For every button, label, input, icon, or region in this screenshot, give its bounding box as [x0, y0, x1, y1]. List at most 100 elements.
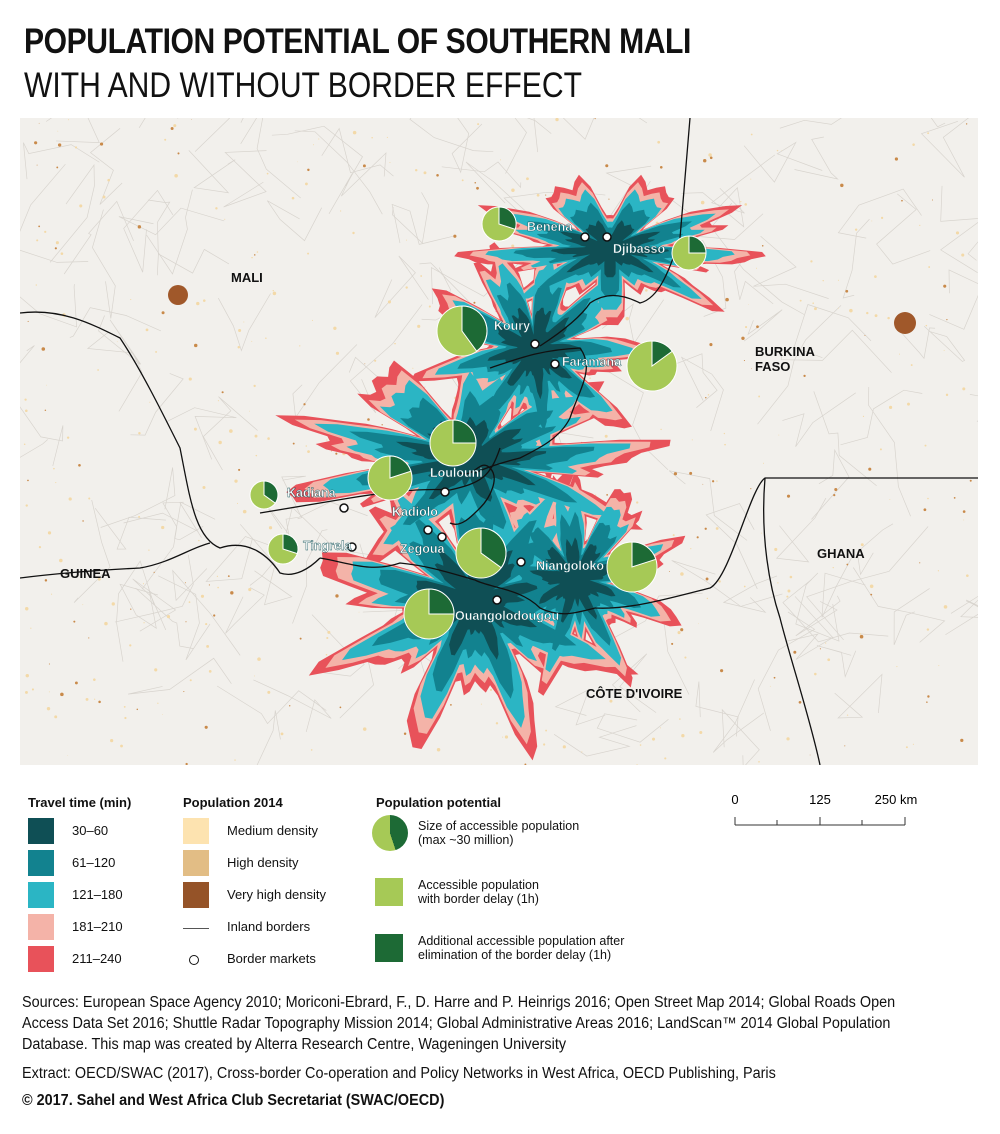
- road: [705, 503, 758, 590]
- road: [46, 118, 100, 143]
- settlement: [609, 699, 613, 703]
- settlement: [215, 207, 218, 210]
- settlement: [793, 650, 797, 654]
- settlement: [744, 203, 748, 206]
- settlement: [846, 714, 849, 716]
- settlement: [604, 434, 608, 438]
- settlement: [677, 631, 681, 635]
- settlement: [94, 698, 96, 700]
- road: [116, 560, 155, 662]
- road: [856, 523, 894, 576]
- copyright: © 2017. Sahel and West Africa Club Secre…: [22, 1092, 445, 1109]
- road: [391, 203, 453, 245]
- market-label: Kadiana: [287, 486, 337, 500]
- settlement: [325, 653, 328, 656]
- settlement: [194, 343, 198, 348]
- road: [923, 326, 966, 362]
- settlement: [88, 497, 91, 500]
- road: [780, 329, 892, 373]
- settlement: [761, 245, 764, 247]
- road: [441, 161, 522, 189]
- map: Benena Djibasso Koury Faramana Loulouni Kadia…: [20, 118, 978, 765]
- legend-title: Population 2014: [183, 795, 283, 810]
- settlement: [657, 140, 661, 144]
- settlement: [660, 428, 662, 431]
- settlement: [307, 168, 310, 172]
- settlement: [680, 572, 684, 576]
- settlement: [268, 526, 273, 530]
- market-label: Tingrela: [303, 539, 352, 553]
- settlement: [943, 605, 948, 609]
- road: [834, 673, 883, 719]
- settlement: [66, 436, 70, 439]
- settlement: [859, 634, 864, 639]
- settlement: [931, 199, 933, 201]
- settlement: [405, 239, 407, 241]
- settlement: [741, 336, 745, 340]
- swatch: [28, 882, 54, 908]
- country-label: BURKINA FASO: [755, 344, 816, 374]
- road: [63, 200, 134, 275]
- settlement: [526, 177, 529, 181]
- road: [292, 529, 328, 624]
- settlement: [299, 345, 301, 347]
- settlement: [718, 580, 721, 583]
- pie-wedge: [631, 541, 657, 568]
- settlement: [299, 637, 302, 640]
- settlement: [27, 320, 29, 322]
- settlement: [777, 582, 779, 584]
- settlement: [962, 510, 966, 513]
- settlement: [477, 123, 480, 126]
- settlement: [716, 480, 718, 482]
- road: [945, 599, 978, 636]
- settlement: [786, 595, 789, 598]
- settlement: [744, 325, 748, 329]
- settlement: [234, 759, 236, 761]
- settlement: [243, 321, 245, 323]
- settlement: [769, 685, 771, 687]
- road: [553, 725, 637, 757]
- settlement: [166, 615, 171, 619]
- settlement: [305, 182, 308, 186]
- settlement: [524, 763, 527, 765]
- settlement: [98, 700, 101, 704]
- legend-label: High density: [227, 855, 299, 870]
- settlement: [869, 584, 874, 589]
- settlement: [787, 589, 791, 593]
- settlement: [704, 527, 707, 530]
- settlement: [254, 434, 258, 438]
- road: [20, 284, 77, 328]
- settlement: [923, 508, 927, 512]
- settlement: [681, 734, 685, 738]
- settlement: [625, 316, 629, 321]
- road: [409, 118, 494, 153]
- settlement: [352, 231, 355, 235]
- settlement: [25, 504, 28, 507]
- settlement: [926, 701, 928, 703]
- road: [216, 685, 327, 725]
- settlement: [291, 196, 295, 200]
- settlement: [82, 520, 84, 522]
- settlement: [595, 494, 597, 496]
- settlement: [645, 289, 648, 292]
- settlement: [489, 265, 491, 267]
- pie-wedge: [688, 235, 707, 254]
- road: [156, 248, 230, 276]
- settlement: [362, 164, 366, 168]
- market-label: Zegoua: [400, 542, 445, 556]
- settlement: [271, 577, 273, 579]
- road: [794, 136, 839, 180]
- road: [712, 679, 765, 753]
- road: [217, 293, 271, 352]
- settlement: [837, 307, 839, 309]
- settlement: [206, 644, 210, 648]
- road: [757, 305, 842, 425]
- settlement: [216, 575, 219, 578]
- swatch: [183, 882, 209, 908]
- road: [893, 588, 930, 646]
- settlement: [415, 168, 418, 172]
- settlement: [68, 497, 72, 501]
- settlement: [786, 494, 791, 498]
- settlement: [943, 349, 945, 351]
- settlement: [961, 253, 965, 257]
